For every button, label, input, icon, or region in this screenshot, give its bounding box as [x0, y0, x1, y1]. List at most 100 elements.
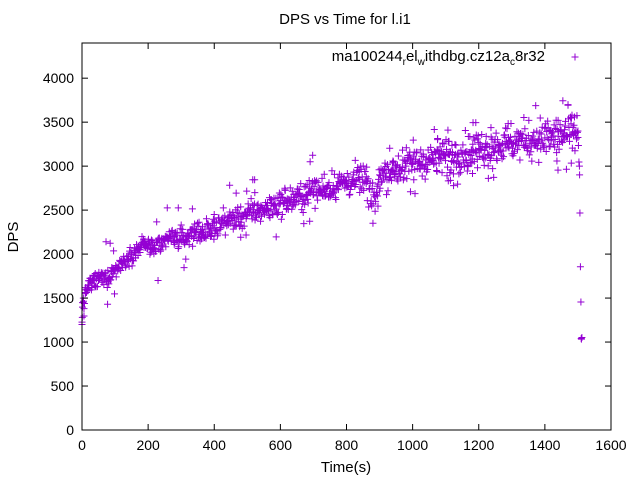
data-point [551, 136, 559, 144]
x-tick-label: 400 [203, 437, 227, 453]
data-point [249, 176, 257, 184]
data-point [471, 136, 479, 144]
data-point [411, 190, 419, 198]
data-point [556, 121, 564, 129]
data-point [521, 125, 529, 133]
data-point [202, 215, 210, 223]
data-point [104, 266, 112, 274]
data-point [576, 263, 584, 271]
data-point [373, 189, 381, 197]
data-point [524, 131, 532, 139]
data-point [343, 178, 350, 186]
data-point [372, 197, 380, 205]
data-point [197, 225, 205, 233]
data-point [386, 144, 394, 152]
data-point [571, 129, 579, 137]
data-point [454, 153, 462, 161]
data-point [376, 171, 384, 179]
data-point [102, 238, 110, 246]
data-point [126, 244, 134, 252]
data-point [376, 184, 384, 192]
data-point [311, 204, 319, 212]
data-point [251, 189, 259, 197]
data-point [325, 179, 333, 187]
data-point [440, 140, 448, 148]
data-point [542, 148, 550, 156]
data-point [309, 151, 317, 159]
data-point [295, 197, 303, 205]
data-point [242, 231, 250, 239]
data-point [300, 220, 308, 228]
data-point [157, 241, 165, 249]
data-point [552, 125, 560, 133]
data-point [204, 231, 212, 239]
data-point [532, 102, 540, 110]
legend-marker-symbol [571, 53, 579, 61]
data-point [237, 203, 245, 211]
data-point [230, 215, 238, 223]
data-point [541, 134, 549, 142]
legend-label-part: ma100244 [332, 48, 403, 65]
data-point [495, 141, 503, 149]
data-point [382, 172, 390, 180]
data-point [291, 201, 299, 209]
data-point [163, 204, 171, 212]
legend-label-part: c [510, 57, 515, 68]
data-point [492, 129, 500, 137]
data-point [394, 152, 402, 160]
data-point [508, 138, 516, 146]
data-point [574, 142, 582, 150]
data-point [409, 136, 417, 144]
data-point [530, 128, 538, 136]
data-point [304, 199, 312, 207]
data-point [95, 276, 103, 284]
legend-label-part: el [406, 48, 418, 65]
data-point [413, 148, 421, 156]
data-point [229, 225, 237, 233]
data-point [182, 255, 190, 263]
data-point [343, 169, 351, 177]
data-point [237, 233, 245, 241]
data-point [98, 278, 106, 286]
data-point [371, 207, 379, 215]
data-point [219, 204, 227, 212]
data-point [562, 165, 570, 173]
data-point [290, 196, 298, 204]
data-point [177, 221, 185, 229]
data-point [468, 146, 476, 154]
data-point [550, 121, 558, 129]
data-point [406, 188, 414, 196]
data-point [482, 132, 490, 140]
data-point [521, 137, 529, 145]
data-point [480, 161, 488, 169]
data-point [484, 162, 492, 170]
data-point [86, 276, 94, 284]
data-point [177, 237, 185, 245]
legend-label: ma100244relwithdbg.cz12ac8r32 [332, 48, 545, 68]
legend-marker [571, 53, 579, 61]
data-point [111, 290, 119, 298]
data-point [444, 177, 452, 185]
legend-label-part: w [417, 57, 426, 68]
data-point [283, 197, 291, 205]
data-point [303, 190, 311, 198]
data-point [559, 97, 567, 105]
data-point [544, 117, 552, 125]
data-point [212, 218, 220, 226]
data-point [124, 252, 132, 260]
data-point [247, 195, 255, 203]
data-point [174, 204, 182, 212]
data-point [450, 182, 458, 190]
data-point [456, 168, 464, 176]
x-tick-label: 600 [269, 437, 293, 453]
data-point [210, 224, 218, 232]
data-point [480, 155, 488, 163]
data-point [421, 175, 429, 183]
data-point [374, 202, 382, 210]
data-point [487, 124, 495, 132]
data-point [484, 174, 492, 182]
y-tick-label: 500 [51, 378, 75, 394]
data-point [472, 119, 480, 127]
data-point [296, 193, 304, 201]
data-point [248, 215, 256, 223]
